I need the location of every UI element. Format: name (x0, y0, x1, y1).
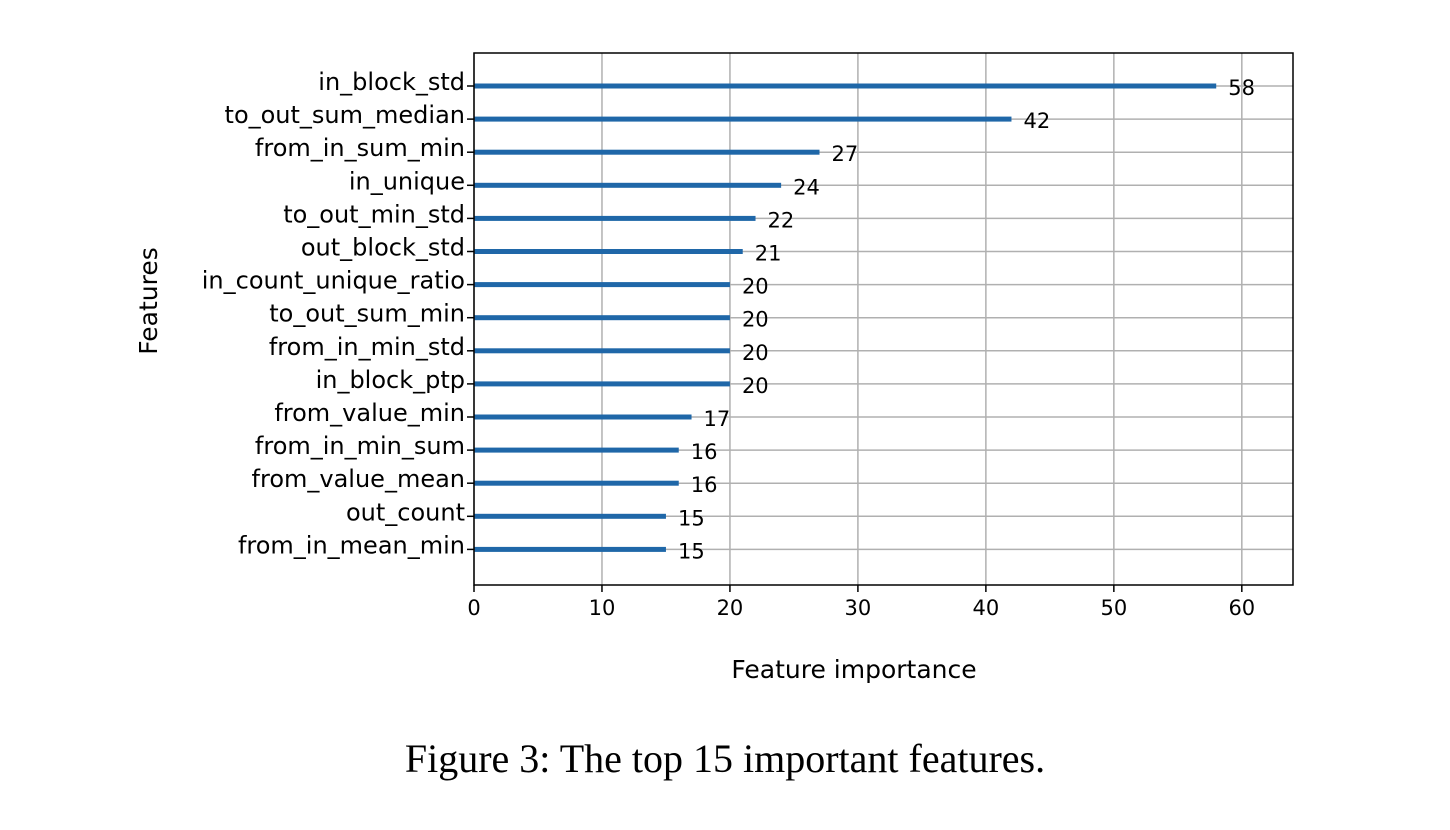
bar (474, 182, 782, 188)
bar-value-label: 20 (742, 275, 769, 299)
bar-value-label: 21 (755, 242, 782, 266)
bar-value-label: 17 (704, 407, 731, 431)
bar-value-label: 16 (691, 473, 718, 497)
plot-frame (473, 52, 1294, 586)
x-tick-label: 60 (1228, 596, 1255, 620)
y-tick-label: from_value_min (274, 399, 465, 427)
bar (474, 546, 666, 552)
tick-layer: 0 10 20 30 40 50 60 (467, 85, 1255, 620)
x-axis-title: Feature importance (731, 655, 976, 684)
y-tick-label: from_in_min_std (269, 333, 465, 361)
bar (474, 480, 679, 486)
bar (474, 381, 730, 387)
bar (474, 513, 666, 519)
bar-layer (474, 83, 1217, 552)
bar (474, 315, 730, 321)
y-tick-label: from_in_mean_min (238, 531, 465, 559)
bar-value-label: 16 (691, 440, 718, 464)
bar-value-label: 58 (1228, 76, 1255, 100)
y-tick-label: in_block_ptp (316, 366, 465, 394)
bar-value-label: 20 (742, 341, 769, 365)
x-tick-label: 0 (467, 596, 480, 620)
bar (474, 149, 820, 155)
bar-value-label: 22 (768, 208, 795, 232)
y-tick-label: from_in_sum_min (255, 134, 465, 162)
bar-value-label: 42 (1023, 109, 1050, 133)
bar-value-label: 27 (832, 142, 859, 166)
bar (474, 348, 730, 354)
y-tick-label: in_count_unique_ratio (202, 267, 465, 295)
bar (474, 447, 679, 453)
y-tick-label: out_block_std (301, 234, 465, 262)
bar (474, 83, 1217, 89)
y-tick-label: from_value_mean (252, 465, 465, 493)
bar-value-label: 15 (678, 539, 705, 563)
bar-value-label: 20 (742, 308, 769, 332)
x-tick-label: 40 (973, 596, 1000, 620)
y-tick-label: to_out_sum_median (225, 101, 465, 129)
y-tick-label: from_in_min_sum (255, 432, 465, 460)
x-tick-label: 20 (717, 596, 744, 620)
y-tick-label: to_out_min_std (283, 200, 465, 228)
x-tick-label: 10 (589, 596, 616, 620)
y-tick-label: out_count (346, 498, 465, 526)
y-axis-title: Features (134, 247, 163, 355)
label-layer: in_block_std 58 to_out_sum_median 42 from_in… (202, 68, 1255, 563)
figure-caption: Figure 3: The top 15 important features. (404, 736, 1046, 781)
y-tick-label: to_out_sum_min (269, 300, 465, 328)
bar-value-label: 20 (742, 374, 769, 398)
bar (474, 215, 756, 221)
y-tick-label: in_unique (349, 167, 465, 195)
bar (474, 414, 692, 420)
bar (474, 249, 743, 254)
bar-value-label: 24 (793, 175, 820, 199)
bar-value-label: 15 (678, 506, 705, 530)
feature-importance-chart: 0 10 20 30 40 50 60 in_block_std 58 to_out_sum_m… (134, 52, 1294, 684)
bar (474, 116, 1012, 122)
x-tick-label: 30 (845, 596, 872, 620)
bar (474, 282, 730, 288)
x-tick-label: 50 (1100, 596, 1127, 620)
y-tick-label: in_block_std (318, 68, 465, 96)
